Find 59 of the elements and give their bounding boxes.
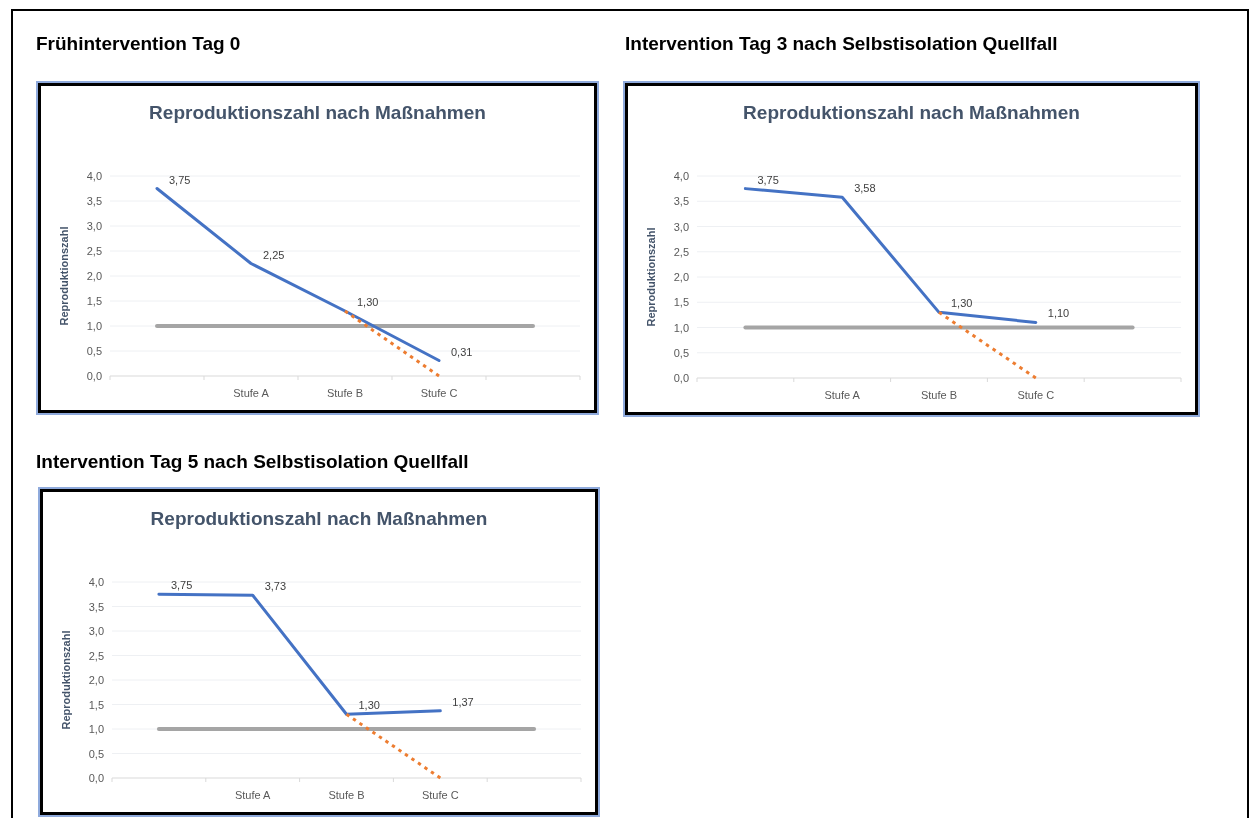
x-tick-label: Stufe B [326,387,364,399]
x-tick-label: Stufe B [920,389,958,401]
y-tick-label: 3,5 [88,600,104,613]
y-tick-label: 1,5 [673,296,689,309]
y-tick-label: 0,0 [86,370,102,382]
x-tick-label: Stufe C [1017,389,1055,401]
y-tick-label: 1,0 [86,320,102,332]
y-tick-label: 1,0 [673,321,689,334]
y-tick-label: 0,0 [673,372,689,384]
data-label: 3,75 [169,173,191,186]
x-tick-label: Stufe A [824,389,861,401]
y-tick-label: 4,0 [88,576,104,588]
data-label: 1,10 [1047,307,1070,320]
y-tick-label: 0,5 [673,346,689,359]
x-tick-label: Stufe B [328,789,365,801]
chart-title: Frühintervention Tag 0 [36,33,241,54]
data-label: 3,73 [264,580,287,593]
y-tick-label: 0,5 [86,345,102,357]
data-label: 1,30 [358,699,380,712]
y-tick-label: 3,0 [673,220,689,233]
y-tick-label: 3,0 [86,220,102,232]
data-label: 3,75 [757,173,779,186]
y-axis-title: Reproduktionszahl [60,630,72,730]
x-tick-label: Stufe A [234,789,272,801]
data-label: 0,31 [451,345,473,358]
y-tick-label: 2,0 [88,674,104,686]
y-axis-title: Reproduktionszahl [645,227,657,327]
y-tick-label: 3,5 [673,195,689,208]
y-tick-label: 4,0 [673,170,689,182]
data-label: 1,37 [452,695,474,708]
y-tick-label: 0,0 [88,772,104,784]
y-tick-label: 3,0 [88,625,104,637]
x-tick-label: Stufe C [421,789,459,801]
chart-subtitle: Reproduktionszahl nach Maßnahmen [743,102,1080,123]
chart-subtitle: Reproduktionszahl nach Maßnahmen [149,102,486,123]
y-axis-title: Reproduktionszahl [58,226,70,326]
chart-subtitle: Reproduktionszahl nach Maßnahmen [150,508,488,529]
y-tick-label: 1,0 [88,723,104,735]
y-tick-label: 2,5 [673,245,689,258]
line-series [155,187,441,362]
y-tick-label: 2,5 [86,245,102,257]
x-tick-label: Stufe A [233,387,270,399]
data-label: 3,75 [170,579,193,592]
y-tick-label: 2,0 [86,270,102,282]
y-tick-label: 1,5 [88,698,104,711]
x-tick-label: Stufe C [420,387,458,399]
y-tick-label: 0,5 [88,747,104,760]
y-tick-label: 3,5 [86,195,102,207]
data-label: 1,30 [357,296,379,308]
data-label: 1,30 [951,297,973,310]
y-tick-label: 1,5 [86,295,102,307]
line-series [157,592,442,716]
chart-title: Intervention Tag 3 nach Selbstisolation Quellfall [625,33,1058,54]
y-tick-label: 2,0 [673,271,689,283]
y-tick-label: 2,5 [88,649,104,662]
y-tick-label: 4,0 [86,170,102,182]
data-label: 2,25 [263,248,285,261]
data-label: 3,58 [854,182,876,195]
chart-title: Intervention Tag 5 nach Selbstisolation Quellfall [36,451,469,472]
